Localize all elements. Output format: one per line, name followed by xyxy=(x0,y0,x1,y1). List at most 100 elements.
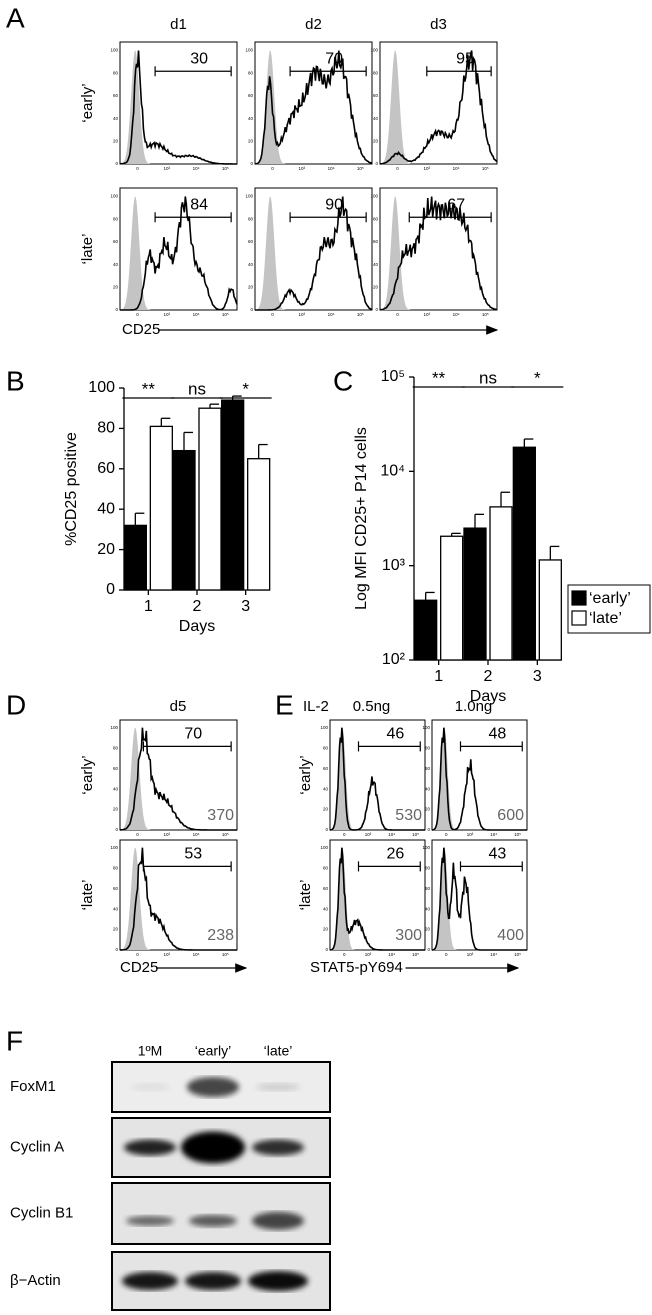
control-histogram xyxy=(330,727,425,830)
bar xyxy=(440,535,464,661)
flow-x-tick: 0 xyxy=(136,312,139,317)
flow-y-tick: 80 xyxy=(425,865,431,870)
gate-percent: 95 xyxy=(456,50,474,67)
control-histogram xyxy=(255,50,372,164)
flow-y-tick: 80 xyxy=(113,216,119,221)
flow-y-tick: 20 xyxy=(323,807,329,812)
blot-band xyxy=(256,1083,300,1091)
y-tick-label: 10⁵ xyxy=(381,368,405,385)
flow-x-tick: 10³ xyxy=(164,832,171,837)
y-axis-label: %CD25 positive xyxy=(63,432,80,546)
x-tick-label: 3 xyxy=(533,668,542,685)
bar xyxy=(172,449,196,591)
gate-percent: 84 xyxy=(190,196,208,213)
x-axis-label: CD25 xyxy=(120,959,158,976)
sample-histogram xyxy=(431,727,527,831)
x-tick-label: 3 xyxy=(241,598,250,615)
flow-y-tick: 20 xyxy=(373,284,379,289)
flow-x-tick: 10⁴ xyxy=(388,952,395,957)
flow-x-tick: 10³ xyxy=(467,952,474,957)
flow-x-tick: 10⁵ xyxy=(412,952,419,957)
flow-y-tick: 80 xyxy=(248,216,254,221)
x-axis-label: STAT5-pY694 xyxy=(310,959,403,976)
sample-histogram xyxy=(379,50,498,165)
flow-x-tick: 10⁵ xyxy=(222,832,229,837)
row-label: ‘early’ xyxy=(297,755,314,794)
flow-y-tick: 20 xyxy=(323,927,329,932)
gate-percent: 90 xyxy=(325,196,343,213)
flow-x-tick: 10⁵ xyxy=(482,312,489,317)
panel-label: D xyxy=(6,689,26,720)
x-tick-label: 2 xyxy=(484,668,493,685)
flow-y-tick: 80 xyxy=(248,70,254,75)
gate-percent: 70 xyxy=(325,50,343,67)
flow-y-tick: 80 xyxy=(425,745,431,750)
x-axis-label: Days xyxy=(470,688,506,705)
y-tick-label: 0 xyxy=(106,581,115,598)
condition-prefix: IL-2 xyxy=(303,698,329,715)
gate-percent: 70 xyxy=(184,726,202,743)
flow-x-tick: 10⁵ xyxy=(222,952,229,957)
blot-band xyxy=(185,1272,241,1290)
flow-y-tick: 20 xyxy=(113,927,119,932)
flow-y-tick: 20 xyxy=(373,138,379,143)
sample-histogram xyxy=(379,196,498,311)
x-tick-label: 1 xyxy=(144,598,153,615)
x-tick-label: 1 xyxy=(434,668,443,685)
legend-label: ‘late’ xyxy=(589,610,622,627)
blot-label: FoxM1 xyxy=(10,1078,56,1095)
sample-histogram xyxy=(255,196,373,311)
flow-y-tick: 40 xyxy=(248,262,254,267)
flow-y-tick: 100 xyxy=(320,725,328,730)
flow-y-tick: 60 xyxy=(323,886,329,891)
x-axis-label: Days xyxy=(179,618,215,635)
blot-band xyxy=(248,1271,308,1291)
flow-x-tick: 10⁵ xyxy=(222,166,229,171)
flow-x-tick: 10⁴ xyxy=(193,166,200,171)
flow-x-tick: 0 xyxy=(136,166,139,171)
flow-y-tick: 100 xyxy=(245,194,253,199)
flow-y-tick: 0 xyxy=(325,947,328,952)
flow-y-tick: 40 xyxy=(113,906,119,911)
mfi-value: 300 xyxy=(395,927,422,944)
flow-x-tick: 10⁴ xyxy=(388,832,395,837)
flow-y-tick: 100 xyxy=(320,845,328,850)
bar xyxy=(538,559,562,661)
sample-histogram xyxy=(119,847,237,951)
flow-y-tick: 80 xyxy=(323,745,329,750)
control-histogram xyxy=(432,847,527,950)
flow-y-tick: 40 xyxy=(373,116,379,121)
flow-x-tick: 10³ xyxy=(365,952,372,957)
flow-x-tick: 0 xyxy=(445,832,448,837)
bar xyxy=(247,458,271,591)
flow-y-tick: 0 xyxy=(427,827,430,832)
flow-x-tick: 0 xyxy=(271,166,274,171)
bar xyxy=(489,506,513,661)
flow-y-tick: 60 xyxy=(113,766,119,771)
flow-y-tick: 40 xyxy=(323,906,329,911)
lane-label: ‘late’ xyxy=(264,1043,293,1059)
legend-swatch xyxy=(571,610,587,626)
flow-x-tick: 0 xyxy=(343,952,346,957)
flow-x-tick: 10³ xyxy=(164,312,171,317)
flow-x-tick: 10⁴ xyxy=(490,832,497,837)
flow-x-tick: 10⁵ xyxy=(514,952,521,957)
flow-y-tick: 20 xyxy=(248,284,254,289)
flow-y-tick: 0 xyxy=(325,827,328,832)
blot-band xyxy=(252,1211,304,1230)
row-label: ‘late’ xyxy=(297,880,314,911)
mfi-value: 238 xyxy=(207,927,234,944)
bar xyxy=(414,599,438,661)
flow-y-tick: 100 xyxy=(110,48,118,53)
flow-y-tick: 40 xyxy=(113,262,119,267)
row-label: ‘early’ xyxy=(79,83,96,122)
gate-percent: 30 xyxy=(190,50,208,67)
flow-x-tick: 0 xyxy=(445,952,448,957)
flow-y-tick: 100 xyxy=(110,194,118,199)
flow-x-tick: 10⁵ xyxy=(482,166,489,171)
mfi-value: 370 xyxy=(207,807,234,824)
flow-x-tick: 10⁴ xyxy=(328,312,335,317)
gate-percent: 48 xyxy=(488,726,506,743)
flow-y-tick: 20 xyxy=(425,927,431,932)
flow-y-tick: 0 xyxy=(375,307,378,312)
